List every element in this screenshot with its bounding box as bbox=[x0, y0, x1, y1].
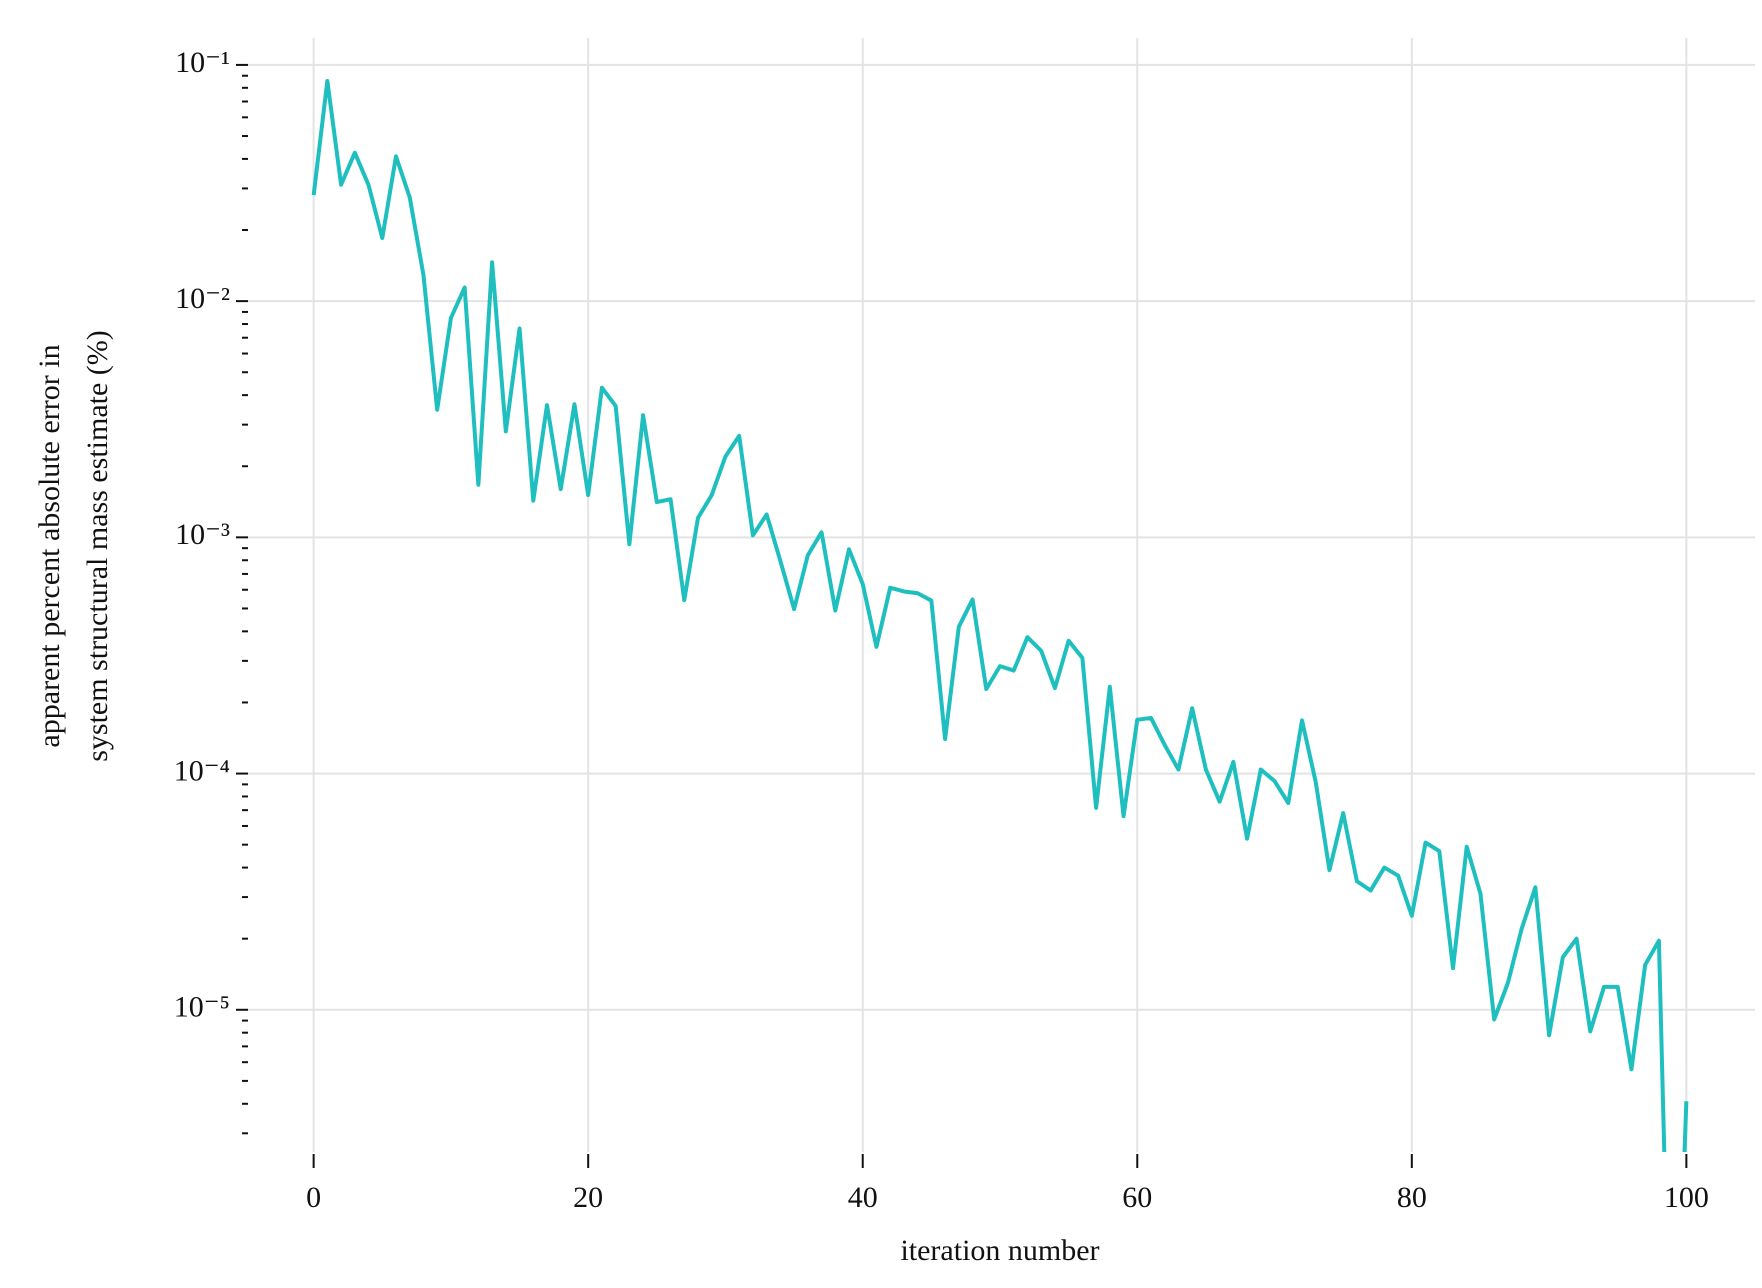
x-tick-label: 80 bbox=[1397, 1181, 1427, 1214]
x-tick-label: 60 bbox=[1122, 1181, 1152, 1214]
y-tick-label: 10⁻³ bbox=[175, 518, 230, 551]
y-tick-label: 10⁻⁵ bbox=[174, 991, 230, 1024]
y-tick-label: 10⁻² bbox=[175, 282, 230, 315]
x-tick-label: 100 bbox=[1664, 1181, 1709, 1214]
x-tick-label: 0 bbox=[306, 1181, 321, 1214]
y-axis-label: system structural mass estimate (%) bbox=[81, 330, 114, 762]
y-tick-label: 10⁻⁴ bbox=[174, 754, 230, 787]
x-tick-label: 20 bbox=[573, 1181, 603, 1214]
y-tick-label: 10⁻¹ bbox=[175, 46, 230, 79]
y-axis-label: apparent percent absolute error in bbox=[33, 344, 66, 747]
x-axis-label: iteration number bbox=[900, 1234, 1099, 1267]
data-line bbox=[311, 78, 1689, 1152]
x-tick-label: 40 bbox=[848, 1181, 878, 1214]
